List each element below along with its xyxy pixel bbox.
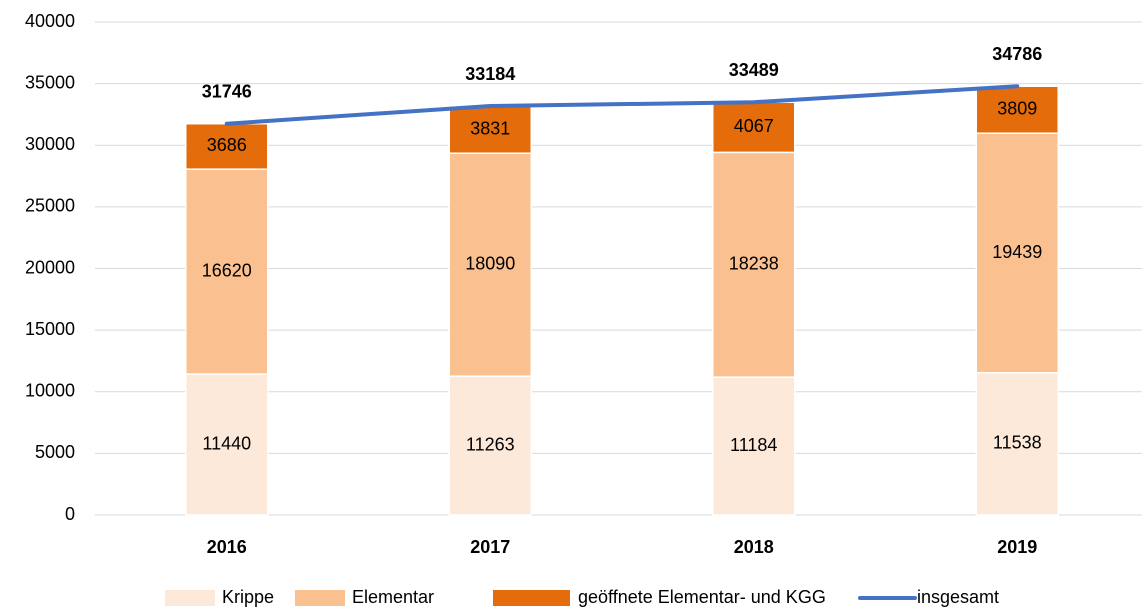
legend-swatch (295, 590, 345, 606)
legend-swatch (493, 590, 570, 606)
x-tick-label: 2016 (207, 537, 247, 557)
total-label: 34786 (992, 44, 1042, 64)
bar-segment (712, 101, 796, 154)
total-label: 33184 (465, 64, 515, 84)
line (224, 84, 1020, 126)
bar-segment (448, 375, 532, 516)
total-label: 33489 (729, 60, 779, 80)
data-label: 11440 (202, 433, 251, 453)
data-label: 3686 (207, 135, 247, 155)
x-tick-label: 2018 (734, 537, 774, 557)
total-label: 31746 (202, 81, 252, 101)
data-label: 18090 (465, 253, 515, 273)
x-tick-label: 2017 (470, 537, 510, 557)
data-label: 16620 (202, 260, 252, 280)
y-tick-label: 25000 (25, 196, 75, 216)
legend-label: Krippe (222, 587, 274, 607)
data-label: 3831 (470, 118, 510, 138)
y-tick-label: 5000 (35, 442, 75, 462)
legend-swatch (165, 590, 215, 606)
y-tick-label: 10000 (25, 381, 75, 401)
bar-segment (975, 85, 1059, 134)
data-label: 11538 (993, 433, 1042, 453)
data-label: 11184 (730, 435, 777, 455)
y-tick-label: 0 (65, 504, 75, 524)
x-tick-label: 2019 (997, 537, 1037, 557)
data-label: 3809 (997, 98, 1037, 118)
bar-segment (712, 151, 796, 378)
data-label: 4067 (734, 116, 774, 136)
legend-label: geöffnete Elementar- und KGG (578, 587, 826, 607)
y-tick-label: 35000 (25, 72, 75, 92)
legend-label: insgesamt (917, 587, 999, 607)
bar-segment (448, 105, 532, 154)
y-tick-label: 20000 (25, 257, 75, 277)
bar-segment (185, 373, 269, 516)
data-label: 18238 (729, 254, 779, 274)
y-tick-label: 15000 (25, 319, 75, 339)
data-label: 19439 (992, 242, 1042, 262)
y-tick-label: 40000 (25, 11, 75, 31)
legend-label: Elementar (352, 587, 434, 607)
bar-segment (448, 152, 532, 377)
y-tick-label: 30000 (25, 134, 75, 154)
bar-segment (975, 372, 1059, 516)
bar-segment (185, 168, 269, 375)
data-label: 11263 (466, 434, 515, 454)
